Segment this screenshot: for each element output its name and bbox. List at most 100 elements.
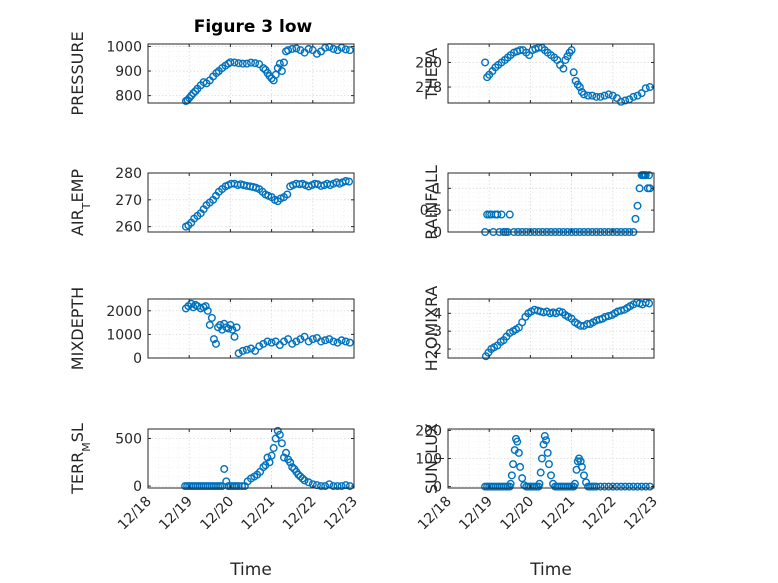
data-point — [535, 479, 544, 488]
data-point — [514, 448, 523, 457]
data-point — [259, 64, 268, 73]
y-tick-label: 900 — [115, 64, 142, 80]
data-point — [275, 59, 284, 68]
data-point — [300, 476, 309, 485]
data-point — [288, 339, 297, 348]
y-tick-label: 280 — [415, 55, 442, 71]
data-point — [608, 482, 617, 491]
data-point — [203, 306, 212, 315]
data-point — [275, 430, 284, 439]
data-point — [279, 58, 288, 67]
data-point — [617, 97, 626, 106]
data-point — [205, 320, 214, 329]
data-point — [540, 432, 549, 441]
data-point — [288, 463, 297, 472]
data-point — [345, 177, 354, 186]
data-point — [251, 346, 260, 355]
data-point — [211, 339, 220, 348]
data-point — [273, 426, 282, 435]
data-point — [645, 171, 654, 180]
data-point — [577, 462, 586, 471]
data-point — [228, 325, 237, 334]
data-point — [263, 337, 272, 346]
data-point — [189, 89, 198, 98]
data-point — [317, 482, 326, 491]
y-tick-label: 100 — [415, 452, 442, 468]
data-point — [629, 92, 638, 101]
data-point — [493, 210, 502, 219]
data-point — [341, 177, 350, 186]
data-point — [617, 482, 626, 491]
data-point — [222, 477, 231, 486]
data-point — [637, 89, 646, 98]
data-point — [579, 471, 588, 480]
data-point — [308, 335, 317, 344]
data-point — [629, 482, 638, 491]
data-point — [621, 482, 630, 491]
y-axis-label: PRESSURE — [68, 31, 87, 115]
data-point — [513, 437, 522, 446]
y-axis-label: H2OMIXRA — [422, 286, 441, 372]
data-point — [544, 460, 553, 469]
data-point — [641, 482, 650, 491]
y-axis-label: TERRMSL — [68, 423, 93, 495]
axes-frame — [447, 43, 655, 104]
x-tick-label: 12/19 — [156, 494, 196, 534]
data-point — [604, 482, 613, 491]
data-point — [279, 337, 288, 346]
data-point — [633, 91, 642, 100]
axes-background — [148, 44, 354, 103]
data-point — [238, 346, 247, 355]
y-tick-label: 0 — [433, 225, 442, 241]
y-tick-label: 278 — [415, 80, 442, 96]
axes-background — [148, 299, 354, 358]
data-point — [237, 482, 246, 491]
axes-frame — [147, 428, 355, 489]
data-point — [337, 482, 346, 491]
data-point — [507, 471, 516, 480]
data-point — [286, 458, 295, 467]
data-point — [333, 482, 342, 491]
data-point — [304, 478, 313, 487]
data-point — [608, 91, 617, 100]
data-point — [288, 44, 297, 53]
y-tick-label: 1000 — [106, 39, 142, 55]
data-point — [234, 59, 243, 68]
data-point — [497, 210, 506, 219]
y-tick-label: 800 — [115, 89, 142, 105]
y-tick-label: 270 — [115, 193, 142, 209]
data-point — [345, 338, 354, 347]
data-point — [518, 474, 527, 483]
x-tick-label: 12/20 — [197, 494, 237, 534]
data-point — [292, 337, 301, 346]
data-point — [232, 323, 241, 332]
y-axis-label: MIXDEPTH — [68, 287, 87, 370]
data-point — [333, 46, 342, 55]
x-tick-label: 12/21 — [239, 494, 279, 534]
data-point — [251, 59, 260, 68]
data-point — [633, 482, 642, 491]
data-point — [635, 184, 644, 193]
data-point — [242, 59, 251, 68]
y-tick-label: 2 — [433, 342, 442, 358]
data-point — [246, 58, 255, 67]
axes-frame — [147, 298, 355, 359]
data-point — [641, 84, 650, 93]
y-tick-label: 4 — [433, 306, 442, 322]
data-point — [516, 462, 525, 471]
y-axis-label: RAINFALL — [422, 165, 441, 240]
data-point — [536, 468, 545, 477]
x-axis-label: Time — [529, 560, 572, 580]
y-tick-label: 0 — [133, 479, 142, 495]
data-point — [505, 210, 514, 219]
data-point — [201, 302, 210, 311]
data-point — [214, 323, 223, 332]
data-point — [641, 171, 650, 180]
y-tick-label: 280 — [115, 166, 142, 182]
data-point — [345, 46, 354, 55]
data-point — [220, 464, 229, 473]
data-point — [325, 480, 334, 489]
